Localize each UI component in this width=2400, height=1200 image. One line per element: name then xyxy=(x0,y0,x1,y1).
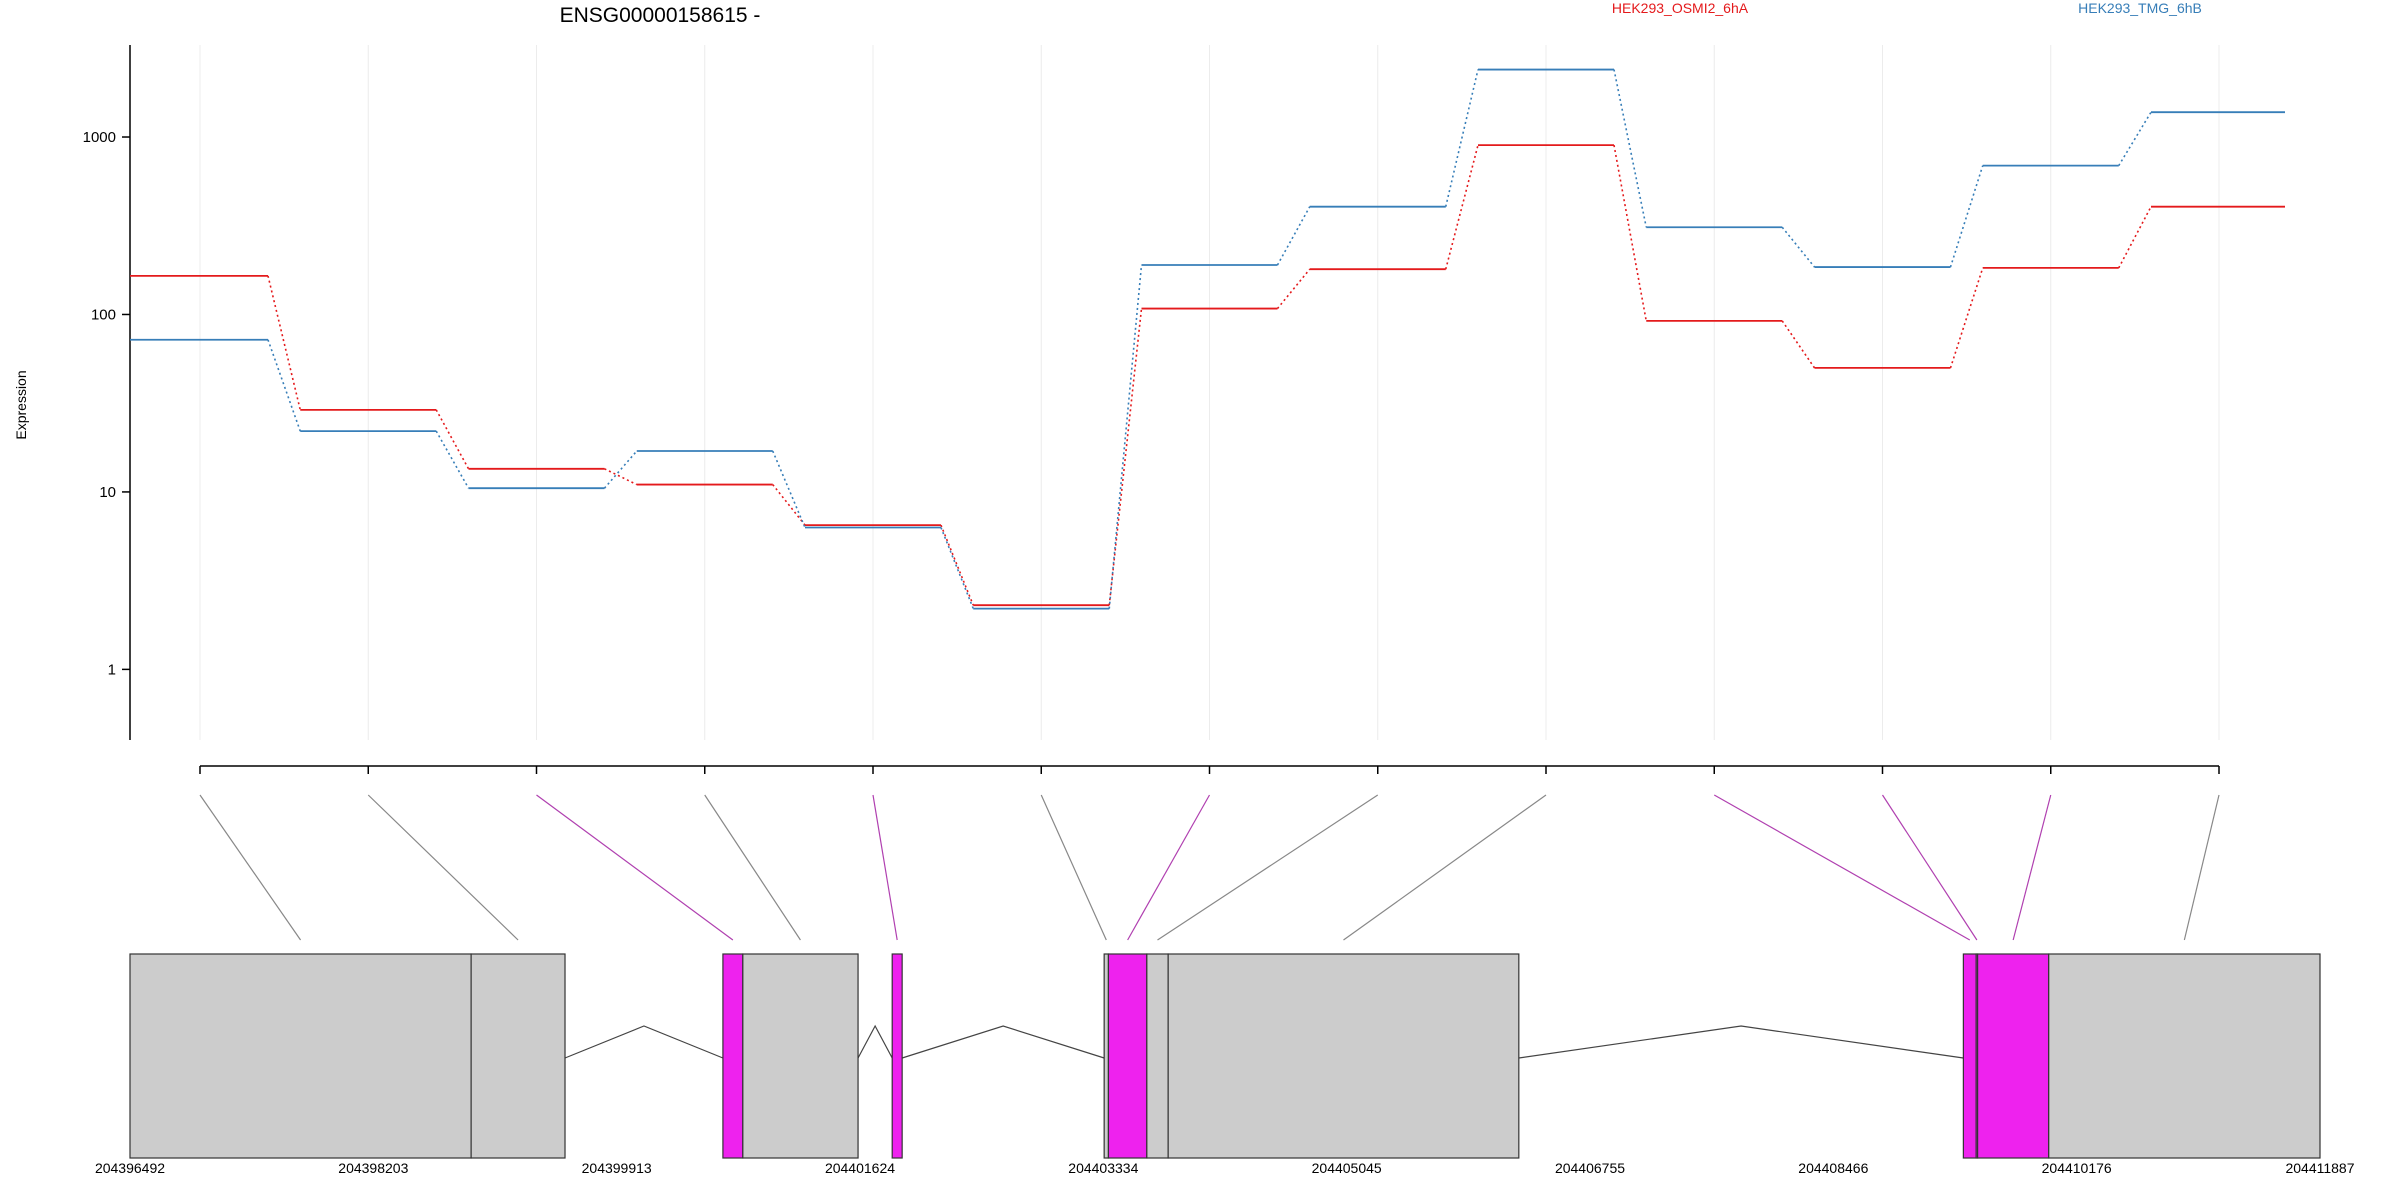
connector-e005 xyxy=(872,794,898,941)
series-1-transition-11 xyxy=(1949,267,1984,369)
series-2-transition-6 xyxy=(1108,264,1143,609)
coord-label-8: 204408466 xyxy=(1798,1160,1868,1176)
exon-block-e003 xyxy=(722,953,744,1159)
exon-block-e013 xyxy=(2048,953,2321,1159)
connector-e001 xyxy=(199,794,302,941)
series-1-transition-4 xyxy=(772,484,806,526)
series-1-transition-9 xyxy=(1613,144,1648,322)
coord-label-2: 204398203 xyxy=(338,1160,408,1176)
series-2-transition-1 xyxy=(267,339,302,432)
coord-label-7: 204406755 xyxy=(1555,1160,1625,1176)
series-1-transition-10 xyxy=(1781,320,1816,369)
exon-block-e001 xyxy=(129,953,472,1159)
series-1-transition-1 xyxy=(267,275,302,411)
intron-line-2 xyxy=(857,1024,893,1059)
series-2-transition-12 xyxy=(2118,111,2152,167)
series-lines xyxy=(130,68,2285,610)
exon-block-e012 xyxy=(1976,953,2050,1159)
connector-e004 xyxy=(704,794,801,941)
genomic-coordinates: 204396492 204398203 204399913 204401624 2044… xyxy=(95,1160,2355,1176)
exon-block-e007 xyxy=(1107,953,1148,1159)
legend-series-1: HEK293_OSMI2_6hA xyxy=(1612,0,1749,16)
series-2-transition-4 xyxy=(772,450,806,528)
exon-block-e005 xyxy=(891,953,903,1159)
y-tick-label-1: 1 xyxy=(108,661,116,678)
series-2-transition-11 xyxy=(1949,165,1984,268)
grid-lines xyxy=(199,45,2220,740)
exon-block-e010 xyxy=(1962,953,1977,1159)
series-1-transition-3 xyxy=(604,468,638,486)
exon-block-e009 xyxy=(1167,953,1520,1159)
connector-e009 xyxy=(1343,794,1547,941)
chart-title: ENSG00000158615 - xyxy=(560,4,761,27)
series-2-transition-5 xyxy=(940,527,974,609)
series-2-transition-7 xyxy=(1276,206,1311,266)
connector-e008 xyxy=(1157,794,1379,941)
connector-e013 xyxy=(2183,794,2220,941)
connector-e012 xyxy=(2012,794,2052,941)
series-1-transition-6 xyxy=(1108,308,1143,606)
y-tick-label-100: 100 xyxy=(91,306,116,323)
series-1-transition-5 xyxy=(940,524,974,606)
exon-connectors xyxy=(199,794,2220,941)
connector-e011 xyxy=(1881,794,1978,941)
series-2-transition-9 xyxy=(1613,69,1648,228)
axes: 1 10 100 1000 xyxy=(83,45,2220,774)
legend-series-2: HEK293_TMG_6hB xyxy=(2078,0,2202,16)
y-tick-label-10: 10 xyxy=(99,484,116,501)
connector-e003 xyxy=(536,794,734,941)
connector-e010 xyxy=(1713,794,1971,941)
series-2-transition-8 xyxy=(1444,69,1479,207)
series-2-transition-3 xyxy=(603,450,638,489)
series-2-transition-10 xyxy=(1781,226,1816,268)
intron-line-3 xyxy=(901,1025,1105,1059)
intron-line-4 xyxy=(1518,1025,1964,1059)
series-1-transition-7 xyxy=(1276,268,1311,310)
exon-block-e004 xyxy=(742,953,859,1159)
exon-block-e002 xyxy=(470,953,566,1159)
coord-label-9: 204410176 xyxy=(2042,1160,2112,1176)
connector-e007 xyxy=(1127,794,1211,941)
connector-e006 xyxy=(1040,794,1107,941)
series-1-transition-2 xyxy=(435,409,470,470)
coord-label-6: 204405045 xyxy=(1312,1160,1382,1176)
connector-e002 xyxy=(367,794,519,941)
y-tick-label-1000: 1000 xyxy=(83,129,116,146)
series-2-transition-2 xyxy=(435,430,470,489)
gene-model xyxy=(129,953,2321,1159)
coord-label-1: 204396492 xyxy=(95,1160,165,1176)
coord-label-10: 204411887 xyxy=(2285,1160,2354,1176)
coord-label-4: 204401624 xyxy=(825,1160,895,1176)
coord-label-5: 204403334 xyxy=(1068,1160,1138,1176)
series-1-transition-12 xyxy=(2118,206,2152,269)
intron-line-1 xyxy=(564,1025,724,1059)
coord-label-3: 204399913 xyxy=(582,1160,652,1176)
series-1-transition-8 xyxy=(1444,144,1479,270)
exon-block-e008 xyxy=(1146,953,1169,1159)
exon-block-e006 xyxy=(1103,953,1110,1159)
y-axis-label: Expression xyxy=(13,370,29,439)
